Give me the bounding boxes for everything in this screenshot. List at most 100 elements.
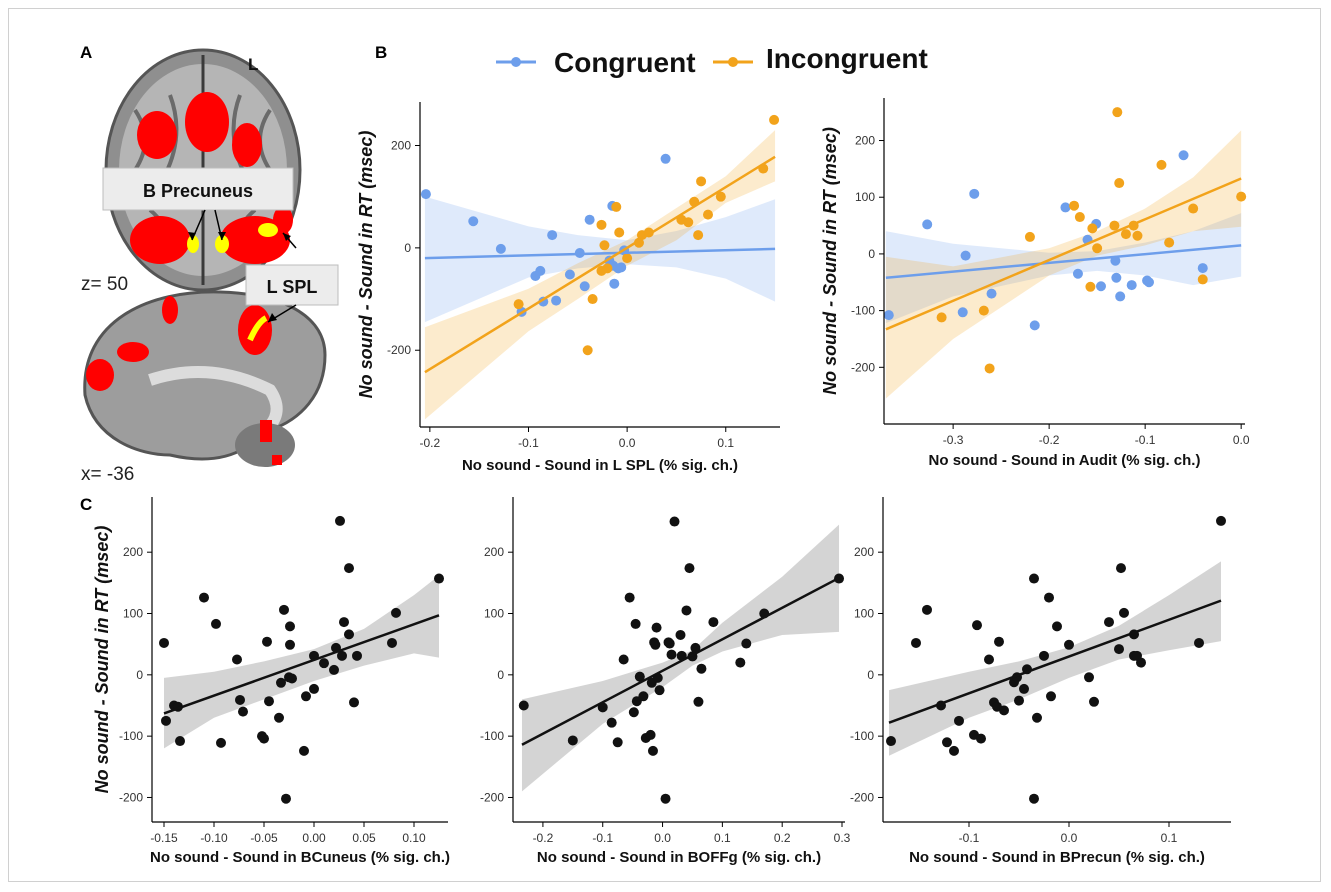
data-point — [602, 263, 613, 274]
x-axis-label: No sound - Sound in BCuneus (% sig. ch.) — [150, 849, 450, 866]
x-tick-label: 0.1 — [717, 436, 734, 450]
confidence-band — [164, 575, 439, 749]
data-point — [1060, 202, 1071, 213]
data-point — [666, 649, 677, 660]
data-point — [259, 733, 269, 744]
data-point — [274, 712, 284, 723]
x-tick-label: 0.1 — [1161, 831, 1178, 845]
data-point — [693, 230, 704, 241]
data-point — [1019, 683, 1029, 694]
x-tick-label: 0.0 — [1233, 433, 1250, 447]
data-point — [1116, 563, 1126, 574]
data-point — [387, 637, 397, 648]
data-point — [319, 658, 329, 669]
data-point — [886, 736, 896, 747]
data-point — [161, 715, 171, 726]
data-point — [1197, 263, 1208, 274]
data-point — [495, 243, 506, 254]
x-tick-label: 0.1 — [714, 831, 731, 845]
data-point — [606, 717, 617, 728]
axial-slice-label: z= 50 — [81, 274, 128, 295]
data-point — [1136, 657, 1146, 668]
data-point — [211, 618, 221, 629]
data-point — [1156, 159, 1167, 170]
legend-incongruent-marker — [728, 57, 738, 67]
data-point — [337, 650, 347, 661]
data-point — [978, 305, 989, 316]
x-tick-label: -0.2 — [420, 436, 441, 450]
data-point — [329, 664, 339, 675]
axial-roi-blobs — [187, 223, 278, 253]
data-point — [624, 592, 635, 603]
sagittal-roi-blob — [247, 315, 268, 342]
data-point — [1029, 320, 1040, 331]
y-tick-label: 0 — [868, 247, 875, 261]
x-tick-label: 0.00 — [302, 831, 326, 845]
data-point — [1052, 621, 1062, 632]
data-point — [638, 691, 649, 702]
data-point — [349, 697, 359, 708]
data-point — [1085, 281, 1096, 292]
y-tick-label: -100 — [850, 729, 874, 743]
data-point — [1109, 220, 1120, 231]
data-point — [285, 621, 295, 632]
legend-incongruent-label: Incongruent — [766, 43, 928, 74]
y-tick-label: 200 — [855, 134, 875, 148]
data-point — [660, 153, 671, 164]
data-point — [696, 663, 707, 674]
y-tick-label: -200 — [850, 790, 874, 804]
data-point — [664, 638, 675, 649]
precuneus-callout-box — [102, 167, 294, 211]
data-point — [618, 654, 629, 665]
data-point — [420, 189, 431, 200]
regression-line — [424, 247, 776, 260]
y-tick-label: -200 — [480, 790, 504, 804]
data-point — [535, 265, 546, 276]
data-point — [1064, 639, 1074, 650]
data-point — [972, 620, 982, 631]
data-point — [599, 240, 610, 251]
data-point — [614, 227, 625, 238]
x-tick-label: -0.1 — [959, 831, 980, 845]
panel-label-c: C — [80, 495, 92, 514]
x-tick-label: -0.10 — [200, 831, 228, 845]
x-tick-label: 0.0 — [1061, 831, 1078, 845]
data-point — [309, 683, 319, 694]
x-tick-label: -0.15 — [150, 831, 178, 845]
data-point — [703, 209, 713, 220]
data-point — [1120, 229, 1131, 240]
data-point — [391, 607, 401, 618]
data-point — [279, 604, 289, 615]
data-point — [708, 617, 719, 628]
scatter-chart-audit: -0.3 -0.2 -0.1 0.0 -200 -100 0 100 200 No sound -… — [820, 98, 1250, 469]
data-point — [936, 312, 947, 323]
panel-label-b: B — [375, 43, 387, 62]
data-point — [199, 592, 209, 603]
data-point — [1046, 691, 1056, 702]
x-axis-label: No sound - Sound in L SPL (% sig. ch.) — [462, 457, 738, 474]
y-tick-label: 200 — [391, 139, 411, 153]
precuneus-callout-label: B Precuneus — [143, 181, 253, 201]
data-point — [681, 605, 692, 616]
data-point — [942, 737, 952, 748]
data-point — [616, 262, 627, 273]
legend-congruent-label: Congruent — [554, 47, 696, 78]
data-point — [339, 617, 349, 628]
data-point — [1092, 243, 1103, 254]
data-point — [683, 217, 694, 228]
x-tick-label: 0.0 — [619, 436, 636, 450]
data-point — [1236, 191, 1247, 202]
x-tick-label: -0.2 — [1039, 433, 1060, 447]
lspl-callout-box — [245, 264, 339, 306]
data-point — [883, 310, 894, 321]
data-point — [276, 677, 286, 688]
data-point — [1132, 230, 1143, 241]
data-point — [1188, 203, 1199, 214]
data-point — [1044, 592, 1054, 603]
data-point — [622, 253, 633, 264]
data-point — [1216, 515, 1226, 526]
data-point — [696, 176, 707, 187]
data-point — [630, 618, 641, 629]
data-point — [264, 696, 274, 707]
data-point — [609, 278, 620, 289]
